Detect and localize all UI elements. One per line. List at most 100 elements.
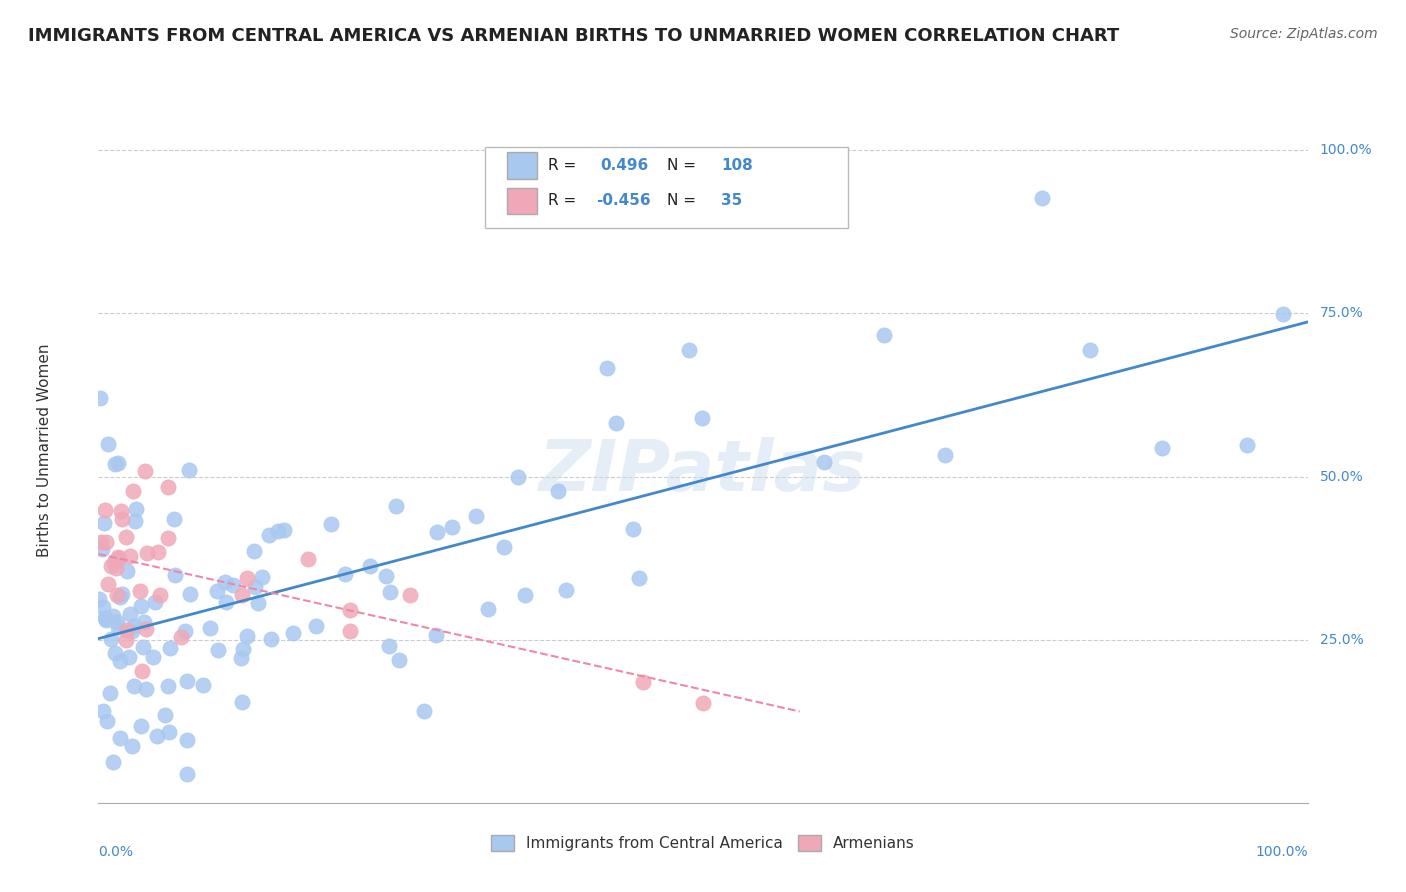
Text: 25.0%: 25.0% [1320, 632, 1364, 647]
Point [94, 534, 117, 549]
Point [605, 416, 627, 430]
Point [100, 559, 122, 574]
Point [399, 589, 422, 603]
Point [193, 678, 215, 692]
Point [108, 551, 131, 566]
Point [129, 719, 152, 733]
Point [231, 589, 253, 603]
Point [146, 729, 169, 743]
Text: 75.0%: 75.0% [1320, 307, 1364, 320]
Point [107, 550, 129, 565]
Point [122, 619, 145, 633]
Point [339, 603, 361, 617]
Point [110, 503, 132, 517]
Point [596, 360, 619, 375]
Point [87, 591, 110, 606]
Point [104, 646, 127, 660]
Point [107, 620, 129, 634]
Point [229, 651, 252, 665]
Text: 108: 108 [721, 158, 752, 172]
Point [297, 551, 319, 566]
Text: 50.0%: 50.0% [1320, 469, 1364, 483]
Point [281, 626, 304, 640]
Point [492, 541, 515, 555]
Point [378, 585, 401, 599]
Point [319, 517, 342, 532]
Text: R =: R = [548, 158, 576, 172]
Point [149, 588, 172, 602]
Point [215, 594, 238, 608]
Point [690, 410, 713, 425]
Point [159, 640, 181, 655]
Point [94, 503, 117, 517]
Text: 0.496: 0.496 [600, 158, 648, 172]
Point [143, 595, 166, 609]
Point [98, 686, 121, 700]
Point [1078, 343, 1101, 357]
Point [339, 624, 361, 638]
Point [110, 587, 132, 601]
Point [157, 531, 180, 545]
Point [115, 530, 138, 544]
Point [163, 512, 186, 526]
Text: 100.0%: 100.0% [1256, 845, 1308, 859]
Point [122, 679, 145, 693]
Legend: Immigrants from Central America, Armenians: Immigrants from Central America, Armenia… [484, 827, 922, 859]
FancyBboxPatch shape [485, 147, 848, 228]
Point [121, 739, 143, 754]
Point [111, 511, 134, 525]
Point [125, 502, 148, 516]
Point [177, 463, 200, 477]
Point [93, 516, 115, 530]
Point [198, 621, 221, 635]
Point [107, 456, 129, 470]
Point [273, 523, 295, 537]
Point [107, 552, 129, 566]
Point [257, 527, 280, 541]
Point [105, 588, 128, 602]
Point [236, 630, 259, 644]
FancyBboxPatch shape [508, 153, 537, 179]
Point [94, 611, 117, 625]
Point [222, 578, 245, 592]
Point [134, 464, 156, 478]
Point [231, 695, 253, 709]
Point [101, 608, 124, 623]
Point [513, 588, 536, 602]
Point [413, 704, 436, 718]
Point [163, 568, 186, 582]
Point [377, 639, 399, 653]
Point [305, 619, 328, 633]
Point [207, 643, 229, 657]
Point [159, 725, 181, 739]
Point [121, 624, 143, 639]
Point [179, 587, 201, 601]
Point [120, 607, 142, 621]
Point [131, 664, 153, 678]
Point [142, 650, 165, 665]
Point [333, 567, 356, 582]
Point [108, 591, 131, 605]
Point [205, 584, 228, 599]
Point [103, 555, 125, 569]
Point [1152, 442, 1174, 456]
Point [678, 343, 700, 358]
Point [174, 624, 197, 639]
Point [214, 574, 236, 589]
Text: 0.0%: 0.0% [98, 845, 134, 859]
Point [132, 615, 155, 629]
Point [96, 714, 118, 728]
Point [104, 457, 127, 471]
Point [118, 549, 141, 563]
Point [232, 642, 254, 657]
Text: ZIPatlas: ZIPatlas [540, 437, 866, 506]
Point [101, 755, 124, 769]
Point [440, 520, 463, 534]
Point [934, 448, 956, 462]
Point [873, 328, 896, 343]
Point [157, 480, 180, 494]
Point [176, 674, 198, 689]
Point [94, 613, 117, 627]
Point [1236, 437, 1258, 451]
Point [117, 564, 139, 578]
